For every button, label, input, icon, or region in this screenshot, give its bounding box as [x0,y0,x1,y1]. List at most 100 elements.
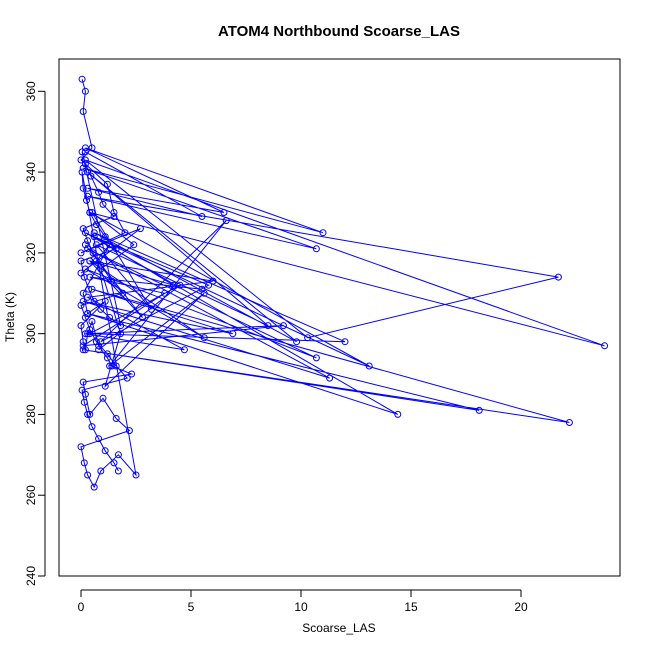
data-point [84,245,92,253]
data-point [97,265,105,273]
data-point [198,213,206,220]
data-point [112,362,120,370]
data-point [86,410,94,418]
y-tick-label: 240 [24,566,38,586]
data-point [128,370,136,378]
data-point [95,342,103,350]
data-point [80,459,88,467]
data-point [312,354,320,362]
data-point [81,314,89,321]
data-point [279,322,287,330]
data-point [601,342,609,350]
data-point [106,362,114,370]
data-point [132,471,140,479]
data-point [92,241,100,249]
data-point [84,237,92,245]
data-point [86,326,94,334]
series-layer [77,75,609,491]
data-point [117,330,125,338]
data-point [77,156,85,164]
data-point [123,374,131,382]
data-point [84,168,92,176]
data-point [90,229,98,237]
data-point [78,75,86,83]
data-point [110,459,118,467]
data-point [97,338,105,346]
x-tick-label: 5 [188,600,195,614]
data-point [205,281,213,289]
data-point [99,200,107,208]
x-tick-label: 15 [404,600,418,614]
series-line-2 [82,147,605,423]
data-point [85,285,93,293]
series-line-3 [85,171,346,388]
data-point [79,378,87,386]
data-point [90,233,98,241]
data-point [84,192,92,200]
series-line-1 [80,79,141,489]
data-point [110,209,118,216]
data-point [79,338,87,346]
data-point [84,310,92,317]
data-point [101,297,109,305]
data-point [200,289,208,297]
x-tick-label: 20 [514,600,528,614]
y-axis: 240 260 280 300 320 340 360 [24,81,46,586]
data-point [110,213,118,220]
data-point [81,241,89,249]
data-point [112,415,120,422]
data-point [79,184,87,192]
y-axis-label: Theta (K) [3,292,17,342]
data-point [86,257,94,265]
data-point [86,273,94,281]
data-point [79,346,87,354]
y-tick-label: 360 [24,81,38,101]
data-point [326,374,334,382]
data-point [103,180,111,188]
data-point [77,249,85,257]
x-axis: 0 5 10 15 20 [78,589,528,614]
y-tick-label: 260 [24,485,38,505]
data-point [81,229,89,237]
data-point [79,164,87,172]
x-tick-label: 10 [294,600,308,614]
data-point [565,419,573,426]
data-point [101,382,109,390]
data-point [79,108,87,115]
data-point [83,196,90,204]
data-point [130,241,138,249]
data-point [79,225,87,233]
data-point [88,318,96,325]
data-point [95,346,103,354]
data-point [81,156,89,164]
data-point [81,346,89,354]
data-point [81,330,89,338]
data-point [78,386,86,394]
data-point [139,314,147,321]
y-tick-label: 340 [24,162,38,182]
y-tick-label: 280 [24,404,38,424]
y-tick-label: 320 [24,243,38,263]
data-point [229,330,237,338]
data-point [220,209,228,216]
data-point [99,394,107,402]
data-point [394,410,402,418]
data-point [147,305,155,313]
data-point [101,447,109,455]
data-point [312,245,320,253]
data-point [95,188,103,196]
y-tick-label: 300 [24,323,38,343]
data-point [81,87,89,95]
data-point [365,362,373,370]
data-point [84,293,92,301]
data-point [88,423,96,431]
data-point [176,281,184,289]
data-point [88,209,96,216]
data-point [97,467,105,475]
data-point [84,471,92,479]
data-point [475,406,483,414]
data-point [81,265,89,273]
data-point [81,144,89,152]
data-point [77,301,85,309]
data-point [88,285,96,293]
